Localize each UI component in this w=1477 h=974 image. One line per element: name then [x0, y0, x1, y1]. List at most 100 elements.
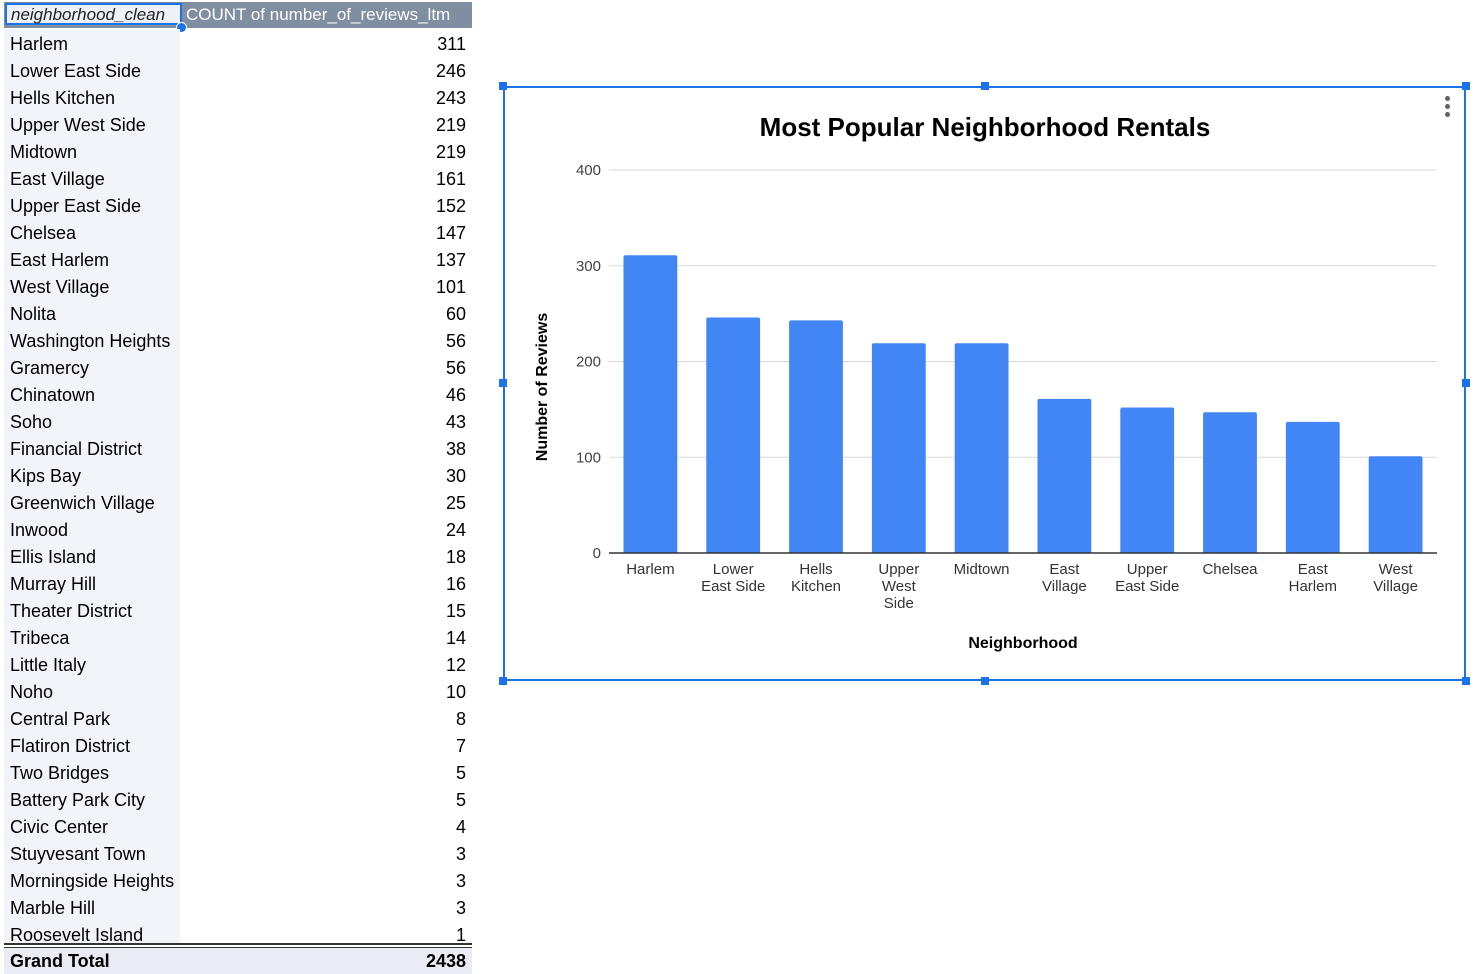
x-tick-label: Midtown	[954, 561, 1010, 578]
review-count: 5	[455, 790, 466, 810]
pivot-row[interactable]: Soho 43	[4, 409, 472, 436]
row-group-column	[4, 29, 180, 943]
y-tick-label: 400	[576, 162, 601, 179]
pivot-row[interactable]: Murray Hill 16	[4, 571, 472, 598]
x-tick-label: East	[1298, 561, 1329, 578]
chart-menu-icon[interactable]	[1440, 96, 1454, 122]
review-count: 60	[445, 304, 466, 324]
neighborhood-name: Greenwich Village	[10, 493, 155, 513]
pivot-row[interactable]: Ellis Island 18	[4, 544, 472, 571]
neighborhood-name: Noho	[10, 682, 54, 702]
pivot-row[interactable]: Civic Center 4	[4, 814, 472, 841]
pivot-row[interactable]: Chinatown 46	[4, 382, 472, 409]
resize-handle-top-left[interactable]	[499, 82, 507, 90]
resize-handle-top-right[interactable]	[1462, 82, 1470, 90]
pivot-row[interactable]: Harlem 311	[4, 31, 472, 58]
pivot-row[interactable]: Inwood 24	[4, 517, 472, 544]
resize-handle-bottom-left[interactable]	[499, 677, 507, 685]
pivot-row[interactable]: West Village 101	[4, 274, 472, 301]
bar[interactable]	[871, 343, 926, 553]
pivot-row[interactable]: Roosevelt Island 1	[4, 922, 472, 949]
review-count: 15	[445, 601, 466, 621]
review-count: 8	[455, 709, 466, 729]
pivot-row[interactable]: Upper East Side 152	[4, 193, 472, 220]
pivot-row[interactable]: Washington Heights 56	[4, 328, 472, 355]
pivot-header-row: neighborhood_clean COUNT of number_of_re…	[4, 2, 472, 28]
neighborhood-name: Roosevelt Island	[10, 925, 144, 945]
pivot-row[interactable]: Tribeca 14	[4, 625, 472, 652]
x-tick-label: Hells	[799, 561, 832, 578]
pivot-row[interactable]: Morningside Heights 3	[4, 868, 472, 895]
bar[interactable]	[1037, 398, 1092, 553]
neighborhood-name: Midtown	[10, 142, 78, 162]
pivot-row[interactable]: Midtown 219	[4, 139, 472, 166]
review-count: 137	[435, 250, 466, 270]
review-count: 243	[435, 88, 466, 108]
resize-handle-bottom-right[interactable]	[1462, 677, 1470, 685]
bar[interactable]	[623, 255, 678, 553]
review-count: 161	[435, 169, 466, 189]
bar[interactable]	[1368, 456, 1423, 553]
x-tick-label: Upper	[878, 561, 919, 578]
bar[interactable]	[1120, 407, 1175, 553]
resize-handle-right[interactable]	[1462, 379, 1470, 387]
review-count: 46	[445, 385, 466, 405]
pivot-row[interactable]: Stuyvesant Town 3	[4, 841, 472, 868]
x-tick-label: Upper	[1127, 561, 1168, 578]
pivot-row[interactable]: Greenwich Village 25	[4, 490, 472, 517]
bar[interactable]	[954, 343, 1009, 553]
bar[interactable]	[789, 320, 843, 553]
pivot-row[interactable]: Noho 10	[4, 679, 472, 706]
review-count: 14	[445, 628, 466, 648]
pivot-row[interactable]: Theater District 15	[4, 598, 472, 625]
neighborhood-name: Tribeca	[10, 628, 70, 648]
pivot-row[interactable]: Little Italy 12	[4, 652, 472, 679]
review-count: 16	[445, 574, 466, 594]
row-group-header-cell[interactable]: neighborhood_clean	[5, 3, 182, 25]
review-count: 12	[445, 655, 466, 675]
pivot-row[interactable]: Two Bridges 5	[4, 760, 472, 787]
resize-handle-top[interactable]	[981, 82, 989, 90]
neighborhood-name: Nolita	[10, 304, 57, 324]
pivot-row[interactable]: Central Park 8	[4, 706, 472, 733]
pivot-row[interactable]: Lower East Side 246	[4, 58, 472, 85]
neighborhood-name: Chelsea	[10, 223, 77, 243]
pivot-row[interactable]: East Village 161	[4, 166, 472, 193]
review-count: 38	[445, 439, 466, 459]
neighborhood-name: Flatiron District	[10, 736, 131, 756]
review-count: 25	[445, 493, 466, 513]
review-count: 5	[455, 763, 466, 783]
neighborhood-name: Stuyvesant Town	[10, 844, 146, 864]
neighborhood-name: Little Italy	[10, 655, 87, 675]
bar[interactable]	[706, 317, 761, 553]
bar[interactable]	[1285, 421, 1340, 553]
pivot-row[interactable]: Hells Kitchen 243	[4, 85, 472, 112]
y-tick-label: 200	[576, 354, 601, 371]
pivot-row[interactable]: Marble Hill 3	[4, 895, 472, 922]
pivot-row[interactable]: East Harlem 137	[4, 247, 472, 274]
pivot-row[interactable]: Financial District 38	[4, 436, 472, 463]
pivot-rows: Harlem 311 Lower East Side 246 Hells Kitchen…	[4, 31, 472, 949]
pivot-row[interactable]: Kips Bay 30	[4, 463, 472, 490]
bar[interactable]	[1203, 412, 1257, 553]
review-count: 3	[455, 871, 466, 891]
grand-total-row[interactable]: Grand Total 2438	[4, 948, 472, 974]
review-count: 10	[445, 682, 466, 702]
pivot-row[interactable]: Nolita 60	[4, 301, 472, 328]
pivot-row[interactable]: Flatiron District 7	[4, 733, 472, 760]
review-count: 101	[435, 277, 466, 297]
pivot-row[interactable]: Gramercy 56	[4, 355, 472, 382]
neighborhood-name: Civic Center	[10, 817, 109, 837]
x-tick-label: Side	[884, 595, 914, 612]
resize-handle-bottom[interactable]	[981, 677, 989, 685]
y-tick-label: 100	[576, 449, 601, 466]
resize-handle-left[interactable]	[499, 379, 507, 387]
pivot-row[interactable]: Upper West Side 219	[4, 112, 472, 139]
review-count: 3	[455, 898, 466, 918]
pivot-row[interactable]: Battery Park City 5	[4, 787, 472, 814]
x-tick-label: West	[1379, 561, 1414, 578]
pivot-row[interactable]: Chelsea 147	[4, 220, 472, 247]
value-header-cell[interactable]: COUNT of number_of_reviews_ltm	[186, 5, 451, 24]
review-count: 147	[435, 223, 466, 243]
fill-handle[interactable]	[176, 22, 187, 33]
